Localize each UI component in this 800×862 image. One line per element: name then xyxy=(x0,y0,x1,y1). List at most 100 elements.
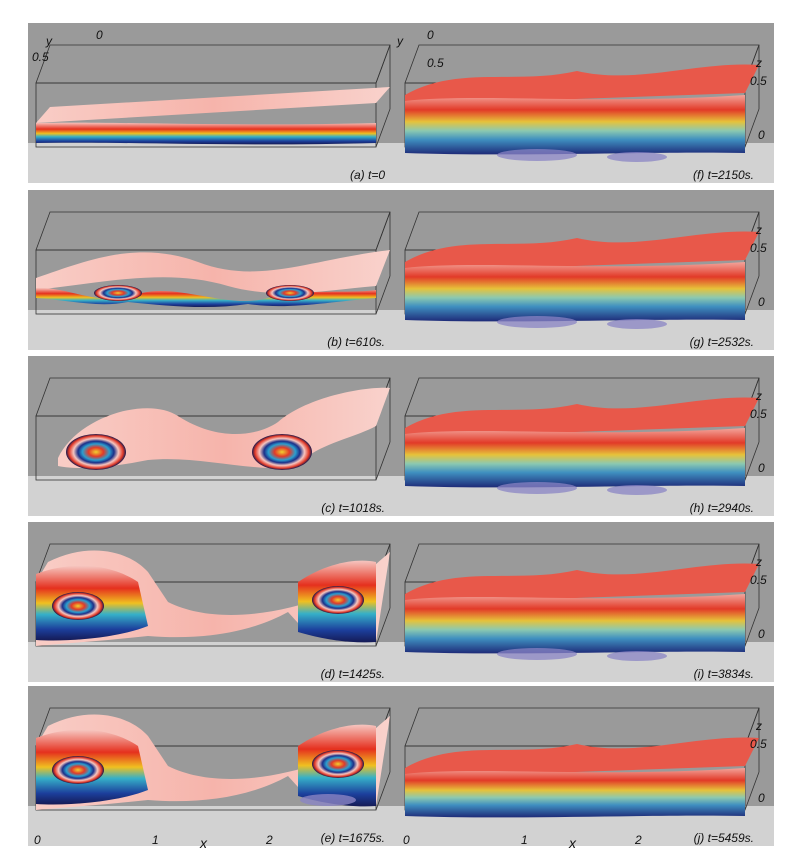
mixing-core xyxy=(52,756,104,784)
axis-label-z: z xyxy=(755,719,762,733)
lower-isosurface xyxy=(607,651,667,661)
tick-label-y-05: 0.5 xyxy=(427,56,444,70)
panel-caption: (a) t=0 xyxy=(350,168,385,182)
box-depth-edge xyxy=(744,275,760,315)
panel-caption: (b) t=610s. xyxy=(327,335,385,349)
tick-label-x-1: 1 xyxy=(152,833,159,847)
tick-label-y-0: 0 xyxy=(96,28,103,42)
lower-isosurface xyxy=(607,319,667,329)
tick-label-z-0: 0 xyxy=(758,128,765,142)
box-depth-edge xyxy=(744,607,760,647)
box-depth-edge xyxy=(744,771,760,811)
tick-label-z-05: 0.5 xyxy=(750,573,767,587)
panel-floor xyxy=(28,143,405,183)
tick-label-x-2: 2 xyxy=(634,833,642,847)
tick-label-z-05: 0.5 xyxy=(750,241,767,255)
tick-label-y-0: 0 xyxy=(427,28,434,42)
lower-isosurface xyxy=(607,152,667,162)
turbulent-top-surface xyxy=(405,397,759,438)
lower-isosurface xyxy=(607,485,667,495)
turbulent-top-surface xyxy=(405,737,759,778)
axis-label-y: y xyxy=(45,34,53,48)
kh-vortex xyxy=(66,434,126,470)
panel-c: (c) t=1018s. xyxy=(28,356,405,516)
turbulent-top-surface xyxy=(405,64,759,105)
box-depth-edge xyxy=(744,108,760,148)
panel-caption: (d) t=1425s. xyxy=(321,667,385,681)
lower-isosurface xyxy=(497,648,577,660)
tick-label-z-05: 0.5 xyxy=(750,737,767,751)
panel-g: z 0.5 0 (g) t=2532s. xyxy=(397,190,774,350)
turbulent-mixed-layer xyxy=(405,768,745,818)
lower-isosurface xyxy=(497,316,577,328)
tick-label-z-05: 0.5 xyxy=(750,407,767,421)
panel-a: y 0.5 0 (a) t=0 xyxy=(28,23,405,183)
panel-floor xyxy=(28,476,405,516)
wave-sheet xyxy=(36,250,390,294)
box-depth-edge xyxy=(375,441,391,481)
panel-floor xyxy=(28,310,405,350)
mixing-core xyxy=(52,592,104,620)
panel-h: z 0.5 0 (h) t=2940s. xyxy=(397,356,774,516)
tick-label-z-0: 0 xyxy=(758,295,765,309)
panel-i: z 0.5 0 (i) t=3834s. xyxy=(397,522,774,682)
panel-e: 0 1 x 2 (e) t=1675s. xyxy=(28,686,405,851)
axis-label-z: z xyxy=(755,389,762,403)
wave-layer xyxy=(36,287,376,308)
kh-vortex xyxy=(252,434,312,470)
turbulent-mixed-layer xyxy=(405,428,745,488)
lower-isosurface xyxy=(497,149,577,161)
axis-label-z: z xyxy=(755,56,762,70)
axis-label-z: z xyxy=(755,555,762,569)
panel-caption: (h) t=2940s. xyxy=(690,501,754,515)
panel-floor xyxy=(28,642,405,682)
mixing-core xyxy=(312,586,364,614)
turbulent-mixed-layer xyxy=(405,594,745,654)
box-depth-edge xyxy=(375,211,391,251)
panel-caption: (e) t=1675s. xyxy=(321,831,385,845)
density-layer xyxy=(36,122,376,145)
panel-j: z 0.5 0 0 1 x 2 (j) t=5459s. xyxy=(397,686,774,851)
panel-caption: (i) t=3834s. xyxy=(694,667,754,681)
panel-caption: (j) t=5459s. xyxy=(694,831,754,845)
lower-isosurface xyxy=(497,482,577,494)
panel-floor xyxy=(28,806,405,846)
box-depth-edge xyxy=(375,108,391,148)
box-depth-edge xyxy=(375,607,391,647)
panels-layer: y 0.5 0 (a) t=0 (b) t=610s. (c) t=1018s. (d) t… xyxy=(28,23,774,851)
lower-isosurface xyxy=(300,794,356,806)
box-depth-edge xyxy=(375,44,391,84)
tick-label-z-05: 0.5 xyxy=(750,74,767,88)
tick-label-z-0: 0 xyxy=(758,627,765,641)
panel-b: (b) t=610s. xyxy=(28,190,405,350)
axis-label-y: y xyxy=(396,34,404,48)
turbulent-mixed-layer xyxy=(405,262,745,322)
billow-vortex xyxy=(94,285,142,301)
density-layer-top xyxy=(36,87,390,123)
panel-f: y 0 0.5 z 0.5 0 (f) t=2150s. xyxy=(396,23,774,183)
axis-label-x: x xyxy=(199,835,208,851)
tick-label-z-0: 0 xyxy=(758,461,765,475)
panel-caption: (g) t=2532s. xyxy=(690,335,754,349)
panel-d: (d) t=1425s. xyxy=(28,522,405,682)
tick-label-x-1: 1 xyxy=(521,833,528,847)
axis-label-z: z xyxy=(755,223,762,237)
box-depth-edge xyxy=(375,771,391,811)
box-depth-edge xyxy=(744,441,760,481)
axis-label-x: x xyxy=(568,835,577,851)
tick-label-z-0: 0 xyxy=(758,791,765,805)
tick-label-x-2: 2 xyxy=(265,833,273,847)
turbulent-mixed-layer xyxy=(405,95,745,155)
panel-caption: (c) t=1018s. xyxy=(321,501,385,515)
tick-label-x-0: 0 xyxy=(34,833,41,847)
mixing-core xyxy=(312,750,364,778)
turbulent-top-surface xyxy=(405,563,759,604)
billow-vortex xyxy=(266,285,314,301)
box-front-edge xyxy=(35,82,377,148)
box-front-edge xyxy=(35,415,377,481)
panel-caption: (f) t=2150s. xyxy=(693,168,754,182)
tick-label-x-0: 0 xyxy=(403,833,410,847)
box-depth-edge xyxy=(375,275,391,315)
turbulent-top-surface xyxy=(405,231,759,272)
